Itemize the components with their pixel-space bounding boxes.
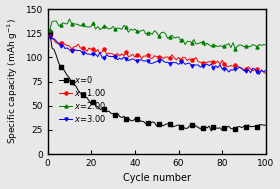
$x$=0	[255, 126, 259, 128]
Line: $x$=3.00: $x$=3.00	[48, 36, 267, 76]
$x$=1.00	[98, 53, 102, 55]
$x$=0	[90, 102, 93, 105]
$x$=3.00	[98, 51, 102, 53]
$x$=1.00	[253, 69, 256, 71]
Line: $x$=0: $x$=0	[48, 31, 267, 132]
X-axis label: Cycle number: Cycle number	[123, 174, 191, 184]
$x$=0	[98, 108, 102, 110]
$x$=3.00	[253, 68, 256, 70]
$x$=2.00	[92, 22, 95, 24]
$x$=1.00	[159, 56, 163, 58]
$x$=0	[264, 124, 267, 126]
$x$=3.00	[159, 58, 163, 60]
$x$=2.00	[234, 47, 237, 50]
$x$=3.00	[177, 63, 180, 66]
$x$=2.00	[179, 39, 182, 42]
$x$=0	[249, 126, 252, 128]
$x$=0	[48, 32, 52, 34]
Y-axis label: Specific capacity (mAh g$^{-1}$): Specific capacity (mAh g$^{-1}$)	[6, 19, 20, 144]
$x$=2.00	[264, 44, 267, 46]
$x$=3.00	[258, 73, 261, 75]
$x$=0	[159, 123, 163, 126]
$x$=3.00	[90, 53, 93, 56]
Line: $x$=1.00: $x$=1.00	[48, 35, 267, 75]
$x$=0	[177, 124, 180, 126]
$x$=0	[210, 130, 213, 132]
$x$=3.00	[247, 68, 250, 70]
$x$=2.00	[251, 43, 255, 46]
$x$=1.00	[264, 72, 267, 75]
$x$=3.00	[264, 69, 267, 71]
Line: $x$=2.00: $x$=2.00	[48, 17, 267, 50]
Legend: $x$=0, $x$=1.00, $x$=2.00, $x$=3.00: $x$=0, $x$=1.00, $x$=2.00, $x$=3.00	[56, 70, 110, 127]
$x$=2.00	[258, 43, 261, 46]
$x$=3.00	[48, 36, 52, 38]
$x$=1.00	[48, 35, 52, 37]
$x$=2.00	[48, 29, 52, 31]
$x$=2.00	[101, 27, 104, 29]
$x$=2.00	[68, 18, 71, 20]
$x$=1.00	[247, 66, 250, 68]
$x$=2.00	[162, 31, 165, 33]
$x$=1.00	[90, 48, 93, 51]
$x$=1.00	[177, 56, 180, 59]
